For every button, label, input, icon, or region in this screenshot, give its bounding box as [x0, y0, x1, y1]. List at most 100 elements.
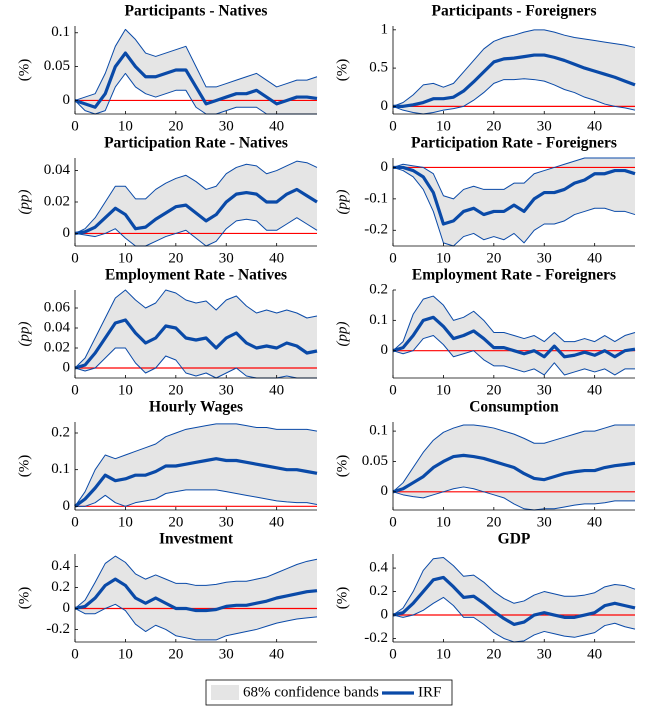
band-lower — [74, 603, 318, 641]
y-tick-label: 0 — [63, 225, 71, 241]
x-tick-label: 20 — [168, 118, 183, 134]
band-upper — [392, 424, 635, 493]
panel-title: Investment — [159, 531, 234, 548]
x-tick-label: 30 — [537, 514, 552, 530]
x-tick-label: 40 — [269, 514, 284, 530]
panel-title: Participation Rate - Natives — [104, 135, 288, 152]
x-tick-label: 10 — [436, 382, 451, 398]
x-tick-label: 40 — [269, 118, 284, 134]
x-tick-label: 10 — [118, 514, 133, 530]
x-tick-label: 0 — [71, 250, 79, 266]
confidence-band — [393, 158, 635, 246]
x-tick-label: 30 — [219, 382, 234, 398]
panel: Participants - Natives (%) 0 0.05 0.1 0 10 20 30… — [16, 3, 318, 134]
panel: Participation Rate - Foreigners (pp) -0.2 -… — [334, 135, 636, 266]
y-axis-label: (pp) — [334, 190, 350, 215]
panel: Participation Rate - Natives (pp) 0 0.02 0.0… — [16, 135, 318, 266]
panel-title: Employment Rate - Natives — [105, 267, 287, 284]
y-tick-label: 1 — [381, 21, 389, 37]
y-tick-label: -0.2 — [46, 621, 70, 637]
y-tick-label: 0.04 — [44, 319, 71, 335]
confidence-band — [75, 29, 317, 115]
confidence-band — [75, 161, 317, 246]
irf-line — [74, 51, 318, 109]
y-tick-label: 0 — [63, 498, 71, 514]
y-tick-label: 0.1 — [369, 423, 388, 439]
x-tick-label: 10 — [118, 382, 133, 398]
legend: 68% confidence bands IRF — [205, 679, 453, 706]
panel: Hourly Wages (%) 0 0.1 0.2 0 10 20 30 40 — [16, 399, 318, 530]
band-lower — [392, 335, 635, 376]
irf-line — [74, 187, 318, 236]
x-tick-label: 30 — [537, 118, 552, 134]
y-axis-label: (%) — [16, 587, 32, 610]
band-upper — [74, 423, 318, 507]
y-axis-label: (%) — [16, 455, 32, 478]
band-lower — [392, 78, 636, 115]
y-tick-label: 0 — [381, 483, 389, 499]
irf-line — [74, 457, 318, 508]
y-tick-label: 0.5 — [369, 60, 388, 76]
irf-line — [393, 53, 636, 108]
y-tick-label: 0.1 — [51, 461, 70, 477]
panel-title: Hourly Wages — [149, 399, 243, 416]
x-tick-label: 10 — [118, 646, 133, 662]
irf-line — [393, 165, 636, 226]
x-tick-label: 40 — [587, 514, 602, 530]
y-tick-label: 0.04 — [44, 162, 71, 178]
irf-line — [74, 318, 318, 370]
irf-line — [392, 575, 636, 626]
panel-title: Participation Rate - Foreigners — [411, 135, 617, 152]
x-tick-label: 20 — [168, 250, 183, 266]
x-tick-label: 0 — [71, 514, 79, 530]
x-tick-label: 20 — [486, 118, 501, 134]
band-lower — [74, 217, 318, 247]
panel-title: Participants - Natives — [125, 3, 268, 20]
x-tick-label: 40 — [587, 646, 602, 662]
confidence-band — [75, 423, 317, 507]
band-upper — [392, 557, 636, 616]
y-axis-label: (%) — [334, 455, 350, 478]
y-tick-label: 0.1 — [369, 312, 388, 328]
x-tick-label: 40 — [269, 646, 284, 662]
panel: Investment(%)-0.200.20.40 10 20 30 40 — [16, 531, 318, 662]
y-axis-label: (pp) — [16, 190, 32, 215]
legend-label: IRF — [418, 684, 441, 700]
x-tick-label: 40 — [587, 118, 602, 134]
y-tick-label: 0.02 — [44, 339, 70, 355]
x-tick-label: 20 — [168, 646, 183, 662]
x-tick-label: 30 — [537, 382, 552, 398]
x-tick-label: 0 — [389, 514, 397, 530]
y-tick-label: 0 — [381, 342, 389, 358]
y-tick-label: 0.2 — [51, 579, 70, 595]
y-axis-label: (%) — [16, 59, 32, 82]
y-axis-label: (pp) — [16, 322, 32, 347]
y-tick-label: 0 — [381, 159, 389, 175]
panel-title: Consumption — [469, 399, 559, 416]
y-tick-label: 0.06 — [44, 299, 71, 315]
band-lower — [75, 489, 318, 507]
x-tick-label: 20 — [486, 646, 501, 662]
x-tick-label: 0 — [389, 118, 397, 134]
y-tick-label: 0.2 — [369, 583, 388, 599]
panel-title: Employment Rate - Foreigners — [412, 267, 616, 284]
band-upper — [392, 157, 635, 200]
x-tick-label: 30 — [537, 250, 552, 266]
band-upper — [74, 160, 318, 234]
band-upper — [74, 289, 318, 369]
x-tick-label: 0 — [71, 382, 79, 398]
x-tick-label: 10 — [436, 118, 451, 134]
y-tick-label: 0.4 — [369, 560, 388, 576]
legend-label: 68% confidence bands — [243, 684, 379, 700]
y-tick-label: 0 — [381, 98, 389, 114]
panel: Consumption (%) 0 0.05 0.1 0 10 20 30 40 — [334, 399, 636, 530]
x-tick-label: 10 — [436, 646, 451, 662]
y-tick-label: 0.2 — [369, 281, 388, 297]
panel: Participants - Foreigners(%)00.510 10 20 30… — [334, 3, 636, 134]
x-tick-label: 40 — [587, 382, 602, 398]
x-tick-label: 20 — [486, 382, 501, 398]
band-lower — [392, 166, 636, 247]
x-tick-label: 40 — [269, 250, 284, 266]
x-tick-label: 0 — [389, 250, 397, 266]
y-tick-label: 0.05 — [44, 58, 70, 74]
